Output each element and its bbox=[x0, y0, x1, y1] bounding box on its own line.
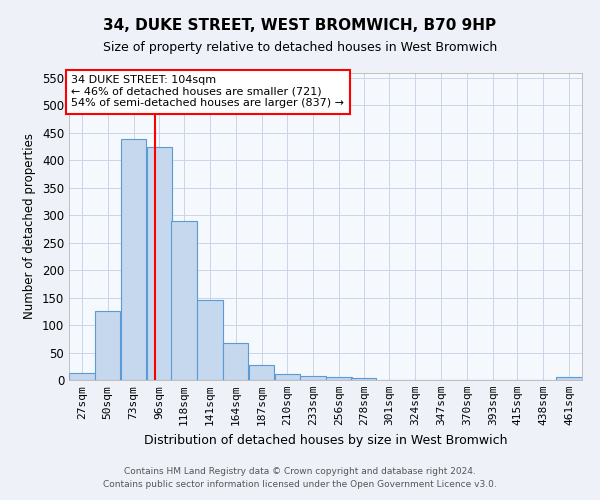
Bar bbox=[275, 374, 300, 380]
Bar bbox=[172, 221, 197, 380]
Bar bbox=[249, 365, 274, 380]
Bar bbox=[301, 376, 326, 380]
Text: Contains HM Land Registry data © Crown copyright and database right 2024.: Contains HM Land Registry data © Crown c… bbox=[124, 467, 476, 476]
Text: Size of property relative to detached houses in West Bromwich: Size of property relative to detached ho… bbox=[103, 41, 497, 54]
Bar bbox=[326, 378, 352, 380]
Text: 34, DUKE STREET, WEST BROMWICH, B70 9HP: 34, DUKE STREET, WEST BROMWICH, B70 9HP bbox=[103, 18, 497, 32]
Bar bbox=[69, 374, 95, 380]
Bar bbox=[121, 140, 146, 380]
Bar bbox=[146, 146, 172, 380]
Text: Contains public sector information licensed under the Open Government Licence v3: Contains public sector information licen… bbox=[103, 480, 497, 489]
Bar bbox=[95, 312, 121, 380]
Bar bbox=[223, 342, 248, 380]
Bar bbox=[197, 300, 223, 380]
Text: 34 DUKE STREET: 104sqm
← 46% of detached houses are smaller (721)
54% of semi-de: 34 DUKE STREET: 104sqm ← 46% of detached… bbox=[71, 75, 344, 108]
Bar bbox=[351, 378, 376, 380]
X-axis label: Distribution of detached houses by size in West Bromwich: Distribution of detached houses by size … bbox=[144, 434, 507, 446]
Bar bbox=[556, 376, 582, 380]
Y-axis label: Number of detached properties: Number of detached properties bbox=[23, 133, 37, 320]
